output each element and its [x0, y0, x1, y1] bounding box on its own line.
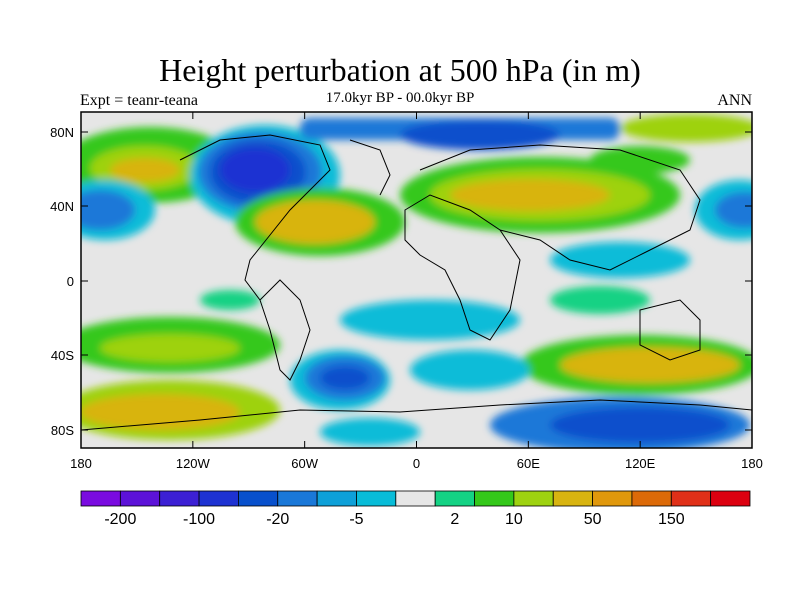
positive-anomaly	[620, 114, 752, 142]
map-title: Height perturbation at 500 hPa (in m)	[159, 52, 641, 88]
coastline-eurasia	[419, 144, 701, 271]
negative-anomaly	[320, 366, 370, 390]
colorbar-swatch	[434, 490, 475, 507]
colorbar-swatch	[513, 490, 554, 507]
coastline-greenland	[349, 139, 391, 196]
positive-anomaly	[255, 200, 375, 244]
negative-anomaly	[320, 418, 420, 446]
map-subtitle: 17.0kyr BP - 00.0kyr BP	[325, 90, 475, 106]
colorbar-swatch	[356, 490, 397, 507]
colorbar-swatch	[395, 490, 436, 507]
colorbar-label: -5	[349, 511, 363, 528]
colorbar-swatch	[592, 490, 633, 507]
colorbar-swatch	[670, 490, 712, 507]
lat-tick-label: 0	[67, 274, 74, 289]
negative-anomaly	[220, 148, 290, 192]
colorbar-swatch	[119, 490, 161, 507]
experiment-label: Expt = teanr-teana	[80, 92, 198, 109]
colorbar-swatch	[316, 490, 357, 507]
colorbar-label: -20	[266, 511, 289, 528]
colorbar-swatch	[552, 490, 593, 507]
coastline-australia	[639, 299, 701, 361]
positive-anomaly	[200, 290, 260, 310]
lon-tick-label: 180	[741, 456, 763, 471]
colorbar-label: 50	[584, 511, 602, 528]
lon-tick-label: 60E	[517, 456, 540, 471]
negative-anomaly	[81, 190, 135, 230]
lat-tick-label: 80N	[50, 125, 74, 140]
colorbar-label: -100	[183, 511, 215, 528]
positive-anomaly	[560, 347, 740, 383]
coastline-africa	[404, 194, 521, 341]
season-label: ANN	[717, 92, 752, 109]
negative-anomaly	[410, 350, 530, 390]
positive-anomaly	[550, 286, 650, 314]
colorbar-swatch	[631, 490, 672, 507]
lat-tick-label: 40N	[50, 199, 74, 214]
positive-anomaly	[110, 158, 180, 182]
lon-tick-label: 120E	[625, 456, 656, 471]
negative-anomaly	[550, 242, 690, 278]
coastlines	[81, 134, 752, 431]
lat-axis: 80N 40N 0 40S 80S	[50, 125, 752, 438]
coastline-americas	[179, 134, 331, 381]
colorbar-label: 10	[505, 511, 523, 528]
lon-tick-label: 180	[70, 456, 92, 471]
negative-anomaly	[400, 120, 560, 150]
lon-tick-label: 0	[413, 456, 420, 471]
lon-tick-label: 60W	[291, 456, 318, 471]
colorbar-swatch	[159, 490, 200, 507]
colorbar-label: 2	[450, 511, 459, 528]
colorbar-swatch	[80, 490, 121, 507]
negative-anomaly	[550, 407, 730, 443]
negative-anomaly	[715, 192, 752, 228]
colorbar-swatch	[710, 490, 751, 507]
positive-anomaly	[100, 334, 240, 362]
contour-field	[81, 112, 752, 448]
colorbar: -200 -100 -20 -5 2 10 50 150	[80, 490, 751, 528]
coastline-antarctica	[81, 399, 752, 431]
colorbar-swatch	[474, 490, 515, 507]
lon-tick-label: 120W	[176, 456, 211, 471]
positive-anomaly	[450, 179, 610, 211]
colorbar-swatch	[198, 490, 239, 507]
lon-axis: 180 120W 60W 0 60E 120E 180	[70, 112, 763, 471]
negative-anomaly	[340, 300, 520, 340]
lat-tick-label: 40S	[51, 348, 74, 363]
colorbar-swatch	[277, 490, 318, 507]
colorbar-label: -200	[104, 511, 136, 528]
positive-anomaly	[81, 394, 240, 430]
colorbar-swatch	[238, 490, 279, 507]
colorbar-label: 150	[658, 511, 685, 528]
lat-tick-label: 80S	[51, 423, 74, 438]
